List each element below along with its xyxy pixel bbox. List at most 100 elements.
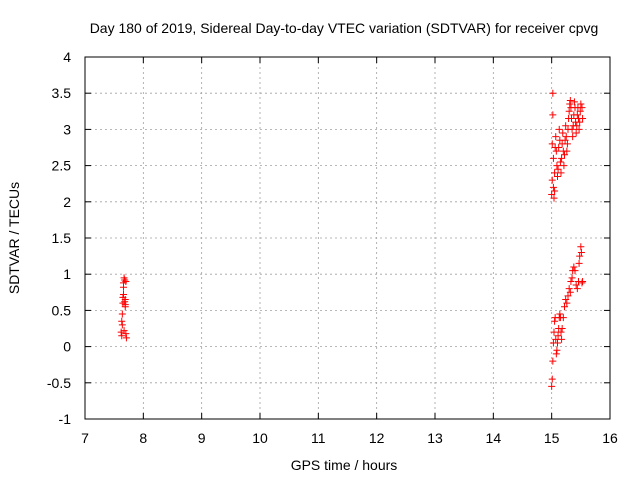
y-tick-labels: -1 -0.5 0 0.5 1 1.5 2 2.5 3 3.5 4 xyxy=(47,49,71,427)
data-point-marker xyxy=(554,339,561,347)
data-point-marker xyxy=(577,100,585,108)
data-point-marker xyxy=(552,350,560,358)
data-point-marker xyxy=(551,169,559,177)
data-point-marker xyxy=(560,162,568,170)
data-point-marker xyxy=(555,125,563,133)
y-tick-label: 2 xyxy=(63,194,71,210)
data-point-marker xyxy=(562,296,570,304)
data-point-marker xyxy=(576,118,584,126)
data-point-marker xyxy=(565,107,573,115)
data-point-marker xyxy=(558,325,566,332)
data-point-marker xyxy=(567,277,575,285)
x-tick-label: 13 xyxy=(427,430,443,446)
x-axis-label: GPS time / hours xyxy=(291,457,398,473)
data-point-marker xyxy=(122,334,130,342)
data-point-marker xyxy=(548,176,556,184)
data-point-marker xyxy=(549,357,557,365)
data-point-marker xyxy=(550,194,558,202)
data-point-marker xyxy=(552,133,560,141)
y-tick-label: 3.5 xyxy=(52,85,72,101)
data-point-marker xyxy=(577,243,585,251)
data-point-marker xyxy=(570,98,578,106)
data-point-marker xyxy=(565,285,573,293)
data-point-marker xyxy=(579,115,587,123)
y-tick-label: -1 xyxy=(59,411,72,427)
y-tick-label: 0 xyxy=(63,339,71,355)
x-tick-label: 12 xyxy=(369,430,385,446)
data-point-marker xyxy=(572,129,580,137)
y-tick-label: 1 xyxy=(63,266,71,282)
x-tick-label: 11 xyxy=(311,430,326,446)
data-point-marker xyxy=(551,317,559,325)
data-point-marker xyxy=(550,328,558,336)
data-point-marker xyxy=(557,169,565,177)
data-point-marker xyxy=(577,248,585,256)
data-point-marker xyxy=(576,252,584,260)
data-points xyxy=(117,89,587,390)
y-tick-label: 3 xyxy=(63,121,71,137)
data-point-marker xyxy=(118,332,126,340)
data-point-marker xyxy=(569,133,577,141)
data-point-marker xyxy=(120,327,128,335)
y-axis-label: SDTVAR / TECUs xyxy=(6,182,22,294)
data-point-marker xyxy=(554,172,561,180)
y-tick-label: -0.5 xyxy=(47,375,71,391)
data-point-marker xyxy=(561,303,568,311)
data-point-marker xyxy=(549,111,557,119)
data-point-marker xyxy=(121,276,129,284)
data-point-marker xyxy=(568,274,576,282)
data-point-marker xyxy=(564,292,572,300)
data-point-marker xyxy=(578,279,586,287)
data-point-marker xyxy=(573,111,581,119)
grid-lines xyxy=(85,57,610,419)
y-tick-label: 1.5 xyxy=(52,230,72,246)
x-tick-label: 9 xyxy=(198,430,206,446)
data-point-marker xyxy=(566,96,574,104)
data-point-marker xyxy=(566,100,574,108)
data-point-marker xyxy=(557,328,565,336)
data-point-marker xyxy=(122,330,130,338)
data-point-marker xyxy=(118,310,126,318)
data-point-marker xyxy=(555,144,563,151)
data-point-marker xyxy=(576,107,584,115)
data-point-marker xyxy=(122,277,130,285)
x-tick-labels: 7 8 9 10 11 12 13 14 15 16 xyxy=(81,430,618,446)
data-point-marker xyxy=(121,301,129,309)
data-point-marker xyxy=(548,375,556,383)
x-tick-label: 10 xyxy=(252,430,268,446)
data-point-marker xyxy=(548,191,556,199)
data-point-marker xyxy=(570,263,578,271)
axis-ticks xyxy=(84,56,611,420)
x-tick-label: 7 xyxy=(81,430,89,446)
data-point-marker xyxy=(578,104,586,112)
data-point-marker xyxy=(117,328,125,336)
data-point-marker xyxy=(548,140,556,148)
data-point-marker xyxy=(572,281,580,289)
data-point-marker xyxy=(561,136,569,144)
data-point-marker xyxy=(566,288,574,296)
data-point-marker xyxy=(556,158,564,166)
data-point-marker xyxy=(548,382,556,390)
x-tick-label: 14 xyxy=(486,430,502,446)
data-point-marker xyxy=(549,154,557,162)
data-point-marker xyxy=(551,187,559,195)
data-point-marker xyxy=(571,267,579,275)
data-point-marker xyxy=(549,89,557,97)
data-point-marker xyxy=(556,310,564,318)
plot-frame xyxy=(84,56,611,420)
data-point-marker xyxy=(558,154,566,162)
data-point-marker xyxy=(563,147,571,155)
data-point-marker xyxy=(562,122,570,130)
data-point-marker xyxy=(561,151,568,159)
data-point-marker xyxy=(118,317,126,325)
y-tick-label: 4 xyxy=(63,49,71,65)
x-tick-label: 15 xyxy=(544,430,560,446)
data-point-marker xyxy=(554,332,562,340)
x-tick-label: 16 xyxy=(602,430,618,446)
data-point-marker xyxy=(568,115,575,123)
data-point-marker xyxy=(553,162,561,170)
data-point-marker xyxy=(563,299,571,307)
data-point-marker xyxy=(568,125,576,133)
y-tick-label: 2.5 xyxy=(52,158,72,174)
